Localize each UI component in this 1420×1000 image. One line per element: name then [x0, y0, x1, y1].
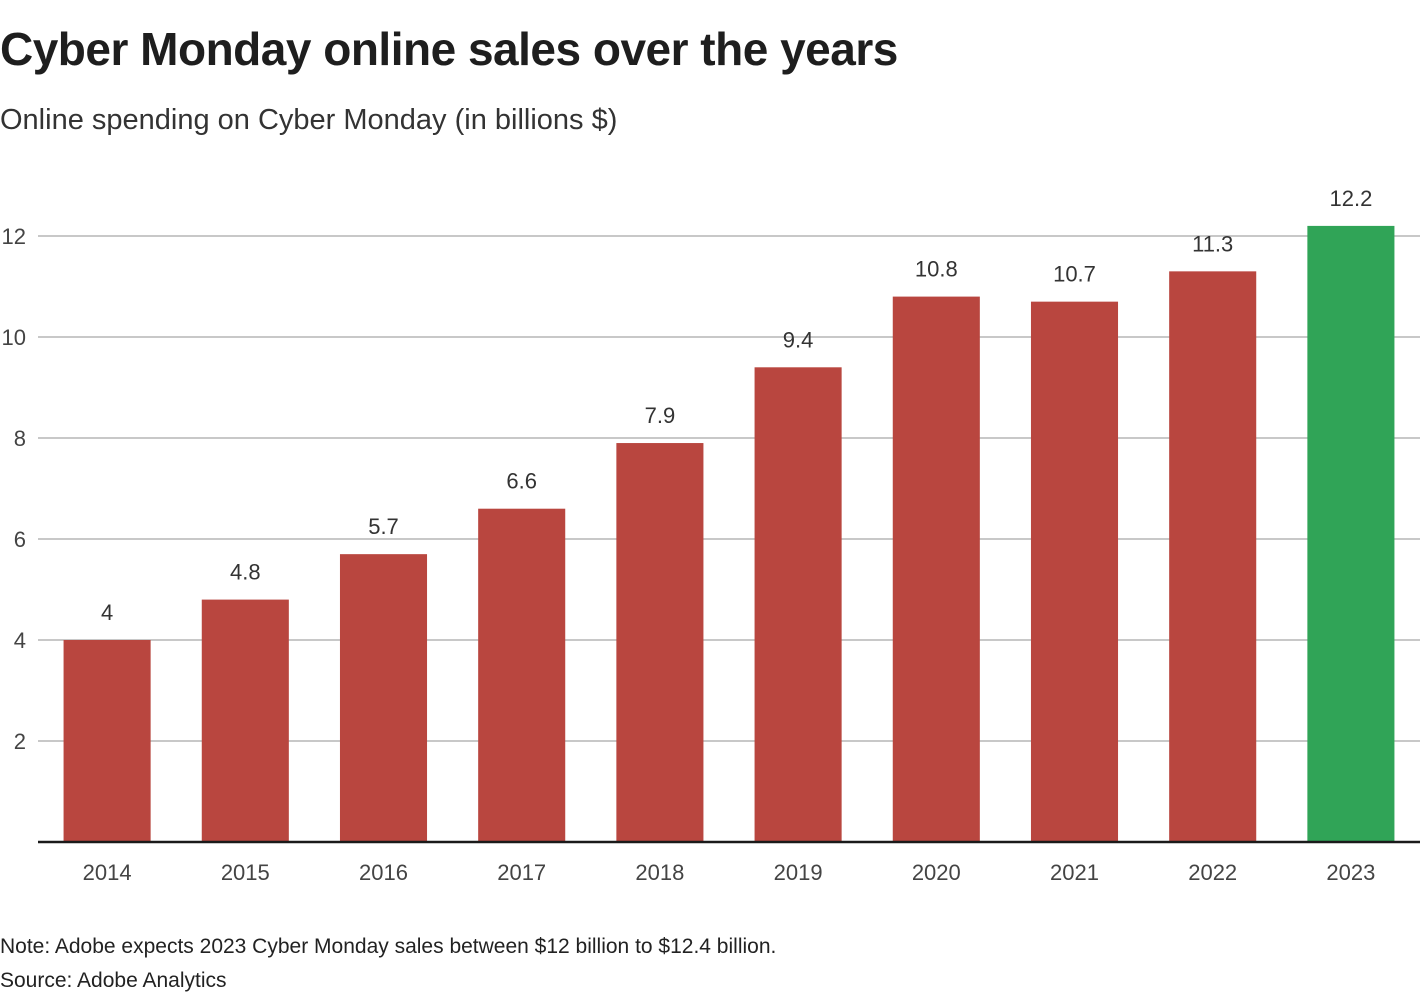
x-tick-label-2018: 2018: [635, 860, 684, 885]
data-label-2019: 9.4: [783, 327, 814, 352]
note-text: Note: Adobe expects 2023 Cyber Monday sa…: [0, 935, 777, 958]
data-labels: 4 4.8 5.7 6.6 7.9 9.4 10.8 10.7 11.3 12.2: [101, 186, 1372, 625]
data-label-2021: 10.7: [1053, 262, 1096, 287]
y-tick-label: 12: [2, 224, 26, 249]
y-tick-label: 8: [14, 426, 26, 451]
bar-2016: [339, 554, 428, 842]
bar-2018: [616, 443, 704, 842]
y-tick-label: 6: [14, 527, 26, 552]
data-label-2014: 4: [101, 600, 113, 625]
x-tick-label-2020: 2020: [912, 860, 961, 885]
data-label-2022: 11.3: [1192, 231, 1233, 256]
x-tick-label-2019: 2019: [774, 860, 823, 885]
bar-2022: [1169, 271, 1257, 843]
x-tick-label-2017: 2017: [497, 860, 546, 885]
bar-2021: [1030, 301, 1119, 842]
x-tick-label-2023: 2023: [1326, 860, 1375, 885]
y-tick-label: 2: [14, 729, 26, 754]
bar-2020: [892, 296, 980, 843]
chart-subtitle: Online spending on Cyber Monday (in bill…: [0, 104, 618, 136]
y-axis-ticks: 2 4 6 8 10 12: [2, 224, 26, 754]
footnotes: Note: Adobe expects 2023 Cyber Monday sa…: [0, 930, 776, 998]
data-label-2017: 6.6: [506, 469, 537, 494]
x-tick-label-2022: 2022: [1188, 860, 1237, 885]
x-tick-label-2016: 2016: [359, 860, 408, 885]
data-label-2018: 7.9: [645, 403, 676, 428]
data-label-2016: 5.7: [368, 514, 399, 539]
bars: [63, 225, 1395, 843]
x-tick-label-2015: 2015: [221, 860, 270, 885]
y-tick-label: 4: [14, 628, 26, 653]
bar-2019: [754, 367, 842, 842]
source-text: Source: Adobe Analytics: [0, 969, 227, 992]
x-axis-ticks: 2014 2015 2016 2017 2018 2019 2020 2021 2022 2023: [83, 860, 1376, 885]
chart-title: Cyber Monday online sales over the years: [0, 23, 898, 75]
bar-2015: [201, 599, 289, 842]
data-label-2015: 4.8: [230, 560, 261, 585]
bar-2023: [1307, 225, 1395, 842]
y-tick-label: 10: [2, 325, 26, 350]
data-label-2020: 10.8: [915, 257, 958, 282]
x-tick-label-2014: 2014: [83, 860, 132, 885]
bar-2017: [478, 508, 566, 842]
bar-2014: [63, 640, 151, 842]
x-tick-label-2021: 2021: [1050, 860, 1099, 885]
data-label-2023: 12.2: [1329, 186, 1372, 211]
